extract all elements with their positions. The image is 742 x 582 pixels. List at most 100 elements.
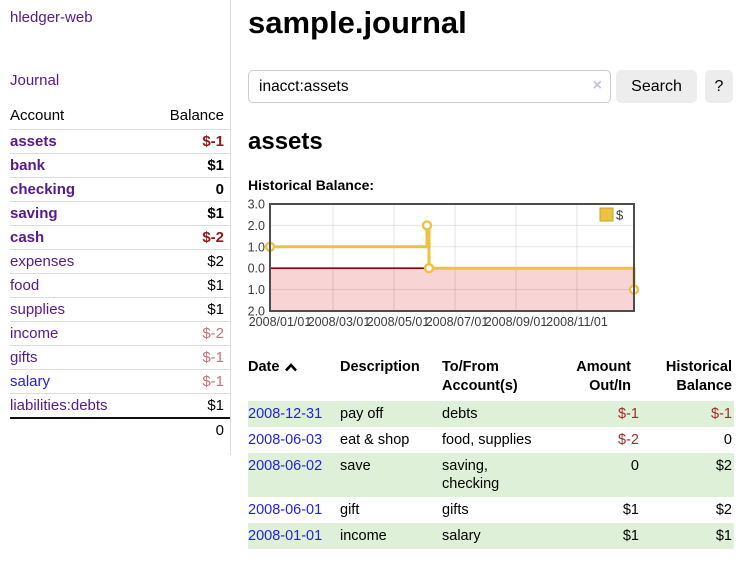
- account-link-gifts[interactable]: gifts: [10, 349, 38, 366]
- account-row-expenses: expenses $2: [10, 249, 230, 274]
- transaction-balance: $2: [715, 458, 732, 474]
- accounts-header-balance: Balance: [169, 107, 224, 124]
- account-link-checking[interactable]: checking: [10, 181, 76, 198]
- svg-text:2008/01/01: 2008/01/01: [249, 315, 312, 329]
- account-row-cash: cash $-2: [10, 225, 230, 250]
- accounts-total: 0: [146, 417, 230, 442]
- col-header-balance: Historical Balance: [665, 359, 732, 394]
- account-row-assets: assets $-1: [10, 129, 230, 154]
- page-title: sample.journal: [248, 5, 467, 40]
- transaction-balance: $-1: [711, 406, 732, 422]
- account-link-liabilities-debts[interactable]: liabilities:debts: [10, 397, 108, 414]
- account-link-supplies[interactable]: supplies: [10, 301, 66, 318]
- account-row-income: income $-2: [10, 321, 230, 346]
- account-balance: $-1: [146, 369, 230, 394]
- account-balance: $-1: [146, 129, 230, 154]
- account-balance: $-2: [146, 225, 230, 250]
- historical-balance-chart: $ 3.0 2.0 1.0 0.0 -1.0 -2.0 2008/01/01 2…: [248, 199, 640, 329]
- transaction-row[interactable]: 2008-12-31 pay off debts $-1 $-1: [248, 401, 734, 427]
- transaction-description: eat & shop: [340, 432, 410, 448]
- transaction-row[interactable]: 2008-06-03 eat & shop food, supplies $-2…: [248, 427, 734, 453]
- transaction-date-link[interactable]: 2008-01-01: [248, 528, 323, 544]
- accounts-header-account: Account: [10, 107, 65, 124]
- transaction-row[interactable]: 2008-06-02 save saving, checking 0 $2: [248, 453, 734, 497]
- transaction-accounts: food, supplies: [442, 432, 532, 448]
- account-link-bank[interactable]: bank: [10, 157, 46, 174]
- legend-label: $: [616, 208, 624, 223]
- svg-text:-1.0: -1.0: [248, 283, 265, 297]
- col-header-amount: Amount Out/In: [576, 359, 631, 394]
- chart-legend: $: [599, 207, 624, 223]
- y-axis-labels: 3.0 2.0 1.0 0.0 -1.0 -2.0: [248, 199, 265, 319]
- account-balance: $2: [146, 249, 230, 274]
- transaction-amount: $-1: [618, 406, 639, 422]
- transaction-date-link[interactable]: 2008-06-02: [248, 458, 323, 474]
- account-link-salary[interactable]: salary: [10, 373, 51, 390]
- account-balance: $1: [146, 393, 230, 418]
- svg-text:2008/07/01: 2008/07/01: [426, 315, 489, 329]
- transaction-accounts: saving, checking: [442, 458, 500, 492]
- svg-text:2.0: 2.0: [248, 219, 265, 233]
- transaction-amount: $1: [622, 528, 639, 544]
- search-input[interactable]: [248, 70, 611, 103]
- search-button[interactable]: Search: [616, 70, 697, 103]
- account-balance: $1: [146, 297, 230, 322]
- svg-text:2008/05/01: 2008/05/01: [367, 315, 430, 329]
- account-row-saving: saving $1: [10, 201, 230, 226]
- transaction-amount: $-2: [618, 432, 639, 448]
- chart-border: [269, 203, 635, 312]
- accounts-table: Account Balance assets $-1 bank $1 check…: [10, 104, 230, 442]
- account-balance: $-2: [146, 321, 230, 346]
- account-balance: $-1: [146, 345, 230, 370]
- transaction-description: gift: [340, 502, 360, 518]
- transaction-amount: $1: [622, 502, 639, 518]
- transaction-accounts: salary: [442, 528, 481, 544]
- svg-text:-2.0: -2.0: [248, 305, 265, 319]
- col-header-date: Date: [248, 358, 340, 401]
- transaction-balance: $2: [715, 502, 732, 518]
- svg-text:3.0: 3.0: [248, 199, 265, 212]
- transaction-description: pay off: [340, 406, 384, 422]
- col-header-accounts: To/From Account(s): [442, 359, 518, 394]
- transaction-description: income: [340, 528, 387, 544]
- account-balance: 0: [146, 177, 230, 202]
- account-link-income[interactable]: income: [10, 325, 59, 342]
- transaction-balance: 0: [723, 432, 732, 448]
- transaction-date-link[interactable]: 2008-12-31: [248, 406, 323, 422]
- transaction-row[interactable]: 2008-01-01 income salary $1 $1: [248, 523, 734, 549]
- account-link-food[interactable]: food: [10, 277, 40, 294]
- account-row-bank: bank $1: [10, 153, 230, 178]
- svg-text:2008/11/01: 2008/11/01: [546, 315, 608, 329]
- account-link-expenses[interactable]: expenses: [10, 253, 75, 270]
- help-button[interactable]: ?: [705, 70, 733, 103]
- transaction-date-link[interactable]: 2008-06-01: [248, 502, 323, 518]
- transaction-row[interactable]: 2008-06-01 gift gifts $1 $2: [248, 497, 734, 523]
- account-link-cash[interactable]: cash: [10, 229, 45, 246]
- account-link-saving[interactable]: saving: [10, 205, 58, 222]
- transaction-description: save: [340, 458, 371, 474]
- transaction-date-link[interactable]: 2008-06-03: [248, 432, 323, 448]
- register-table: Date Description To/From Account(s) Amou…: [248, 358, 734, 549]
- svg-text:0.0: 0.0: [248, 262, 265, 276]
- account-row-food: food $1: [10, 273, 230, 298]
- svg-text:1.0: 1.0: [248, 240, 265, 254]
- main-content: sample.journal × Search ? assets Histori…: [231, 0, 742, 549]
- clear-search-icon[interactable]: ×: [592, 77, 602, 94]
- transaction-balance: $1: [715, 528, 732, 544]
- account-heading: assets: [248, 128, 323, 155]
- transaction-amount: 0: [630, 458, 639, 474]
- accounts-total-row: 0: [10, 417, 230, 442]
- register-header-row: Date Description To/From Account(s) Amou…: [248, 358, 734, 401]
- account-row-supplies: supplies $1: [10, 297, 230, 322]
- account-row-gifts: gifts $-1: [10, 345, 230, 370]
- sidebar: hledger-web Journal Account Balance asse…: [0, 0, 231, 455]
- accounts-header: Account Balance: [10, 104, 230, 130]
- app-title: hledger-web: [10, 9, 93, 26]
- transaction-accounts: debts: [442, 406, 478, 422]
- sort-ascending-icon: [285, 363, 298, 372]
- sidebar-item-journal[interactable]: Journal: [10, 72, 60, 89]
- account-link-assets[interactable]: assets: [10, 133, 57, 150]
- account-row-liabilities-debts: liabilities:debts $1: [10, 393, 230, 418]
- account-balance: $1: [146, 201, 230, 226]
- account-balance: $1: [146, 153, 230, 178]
